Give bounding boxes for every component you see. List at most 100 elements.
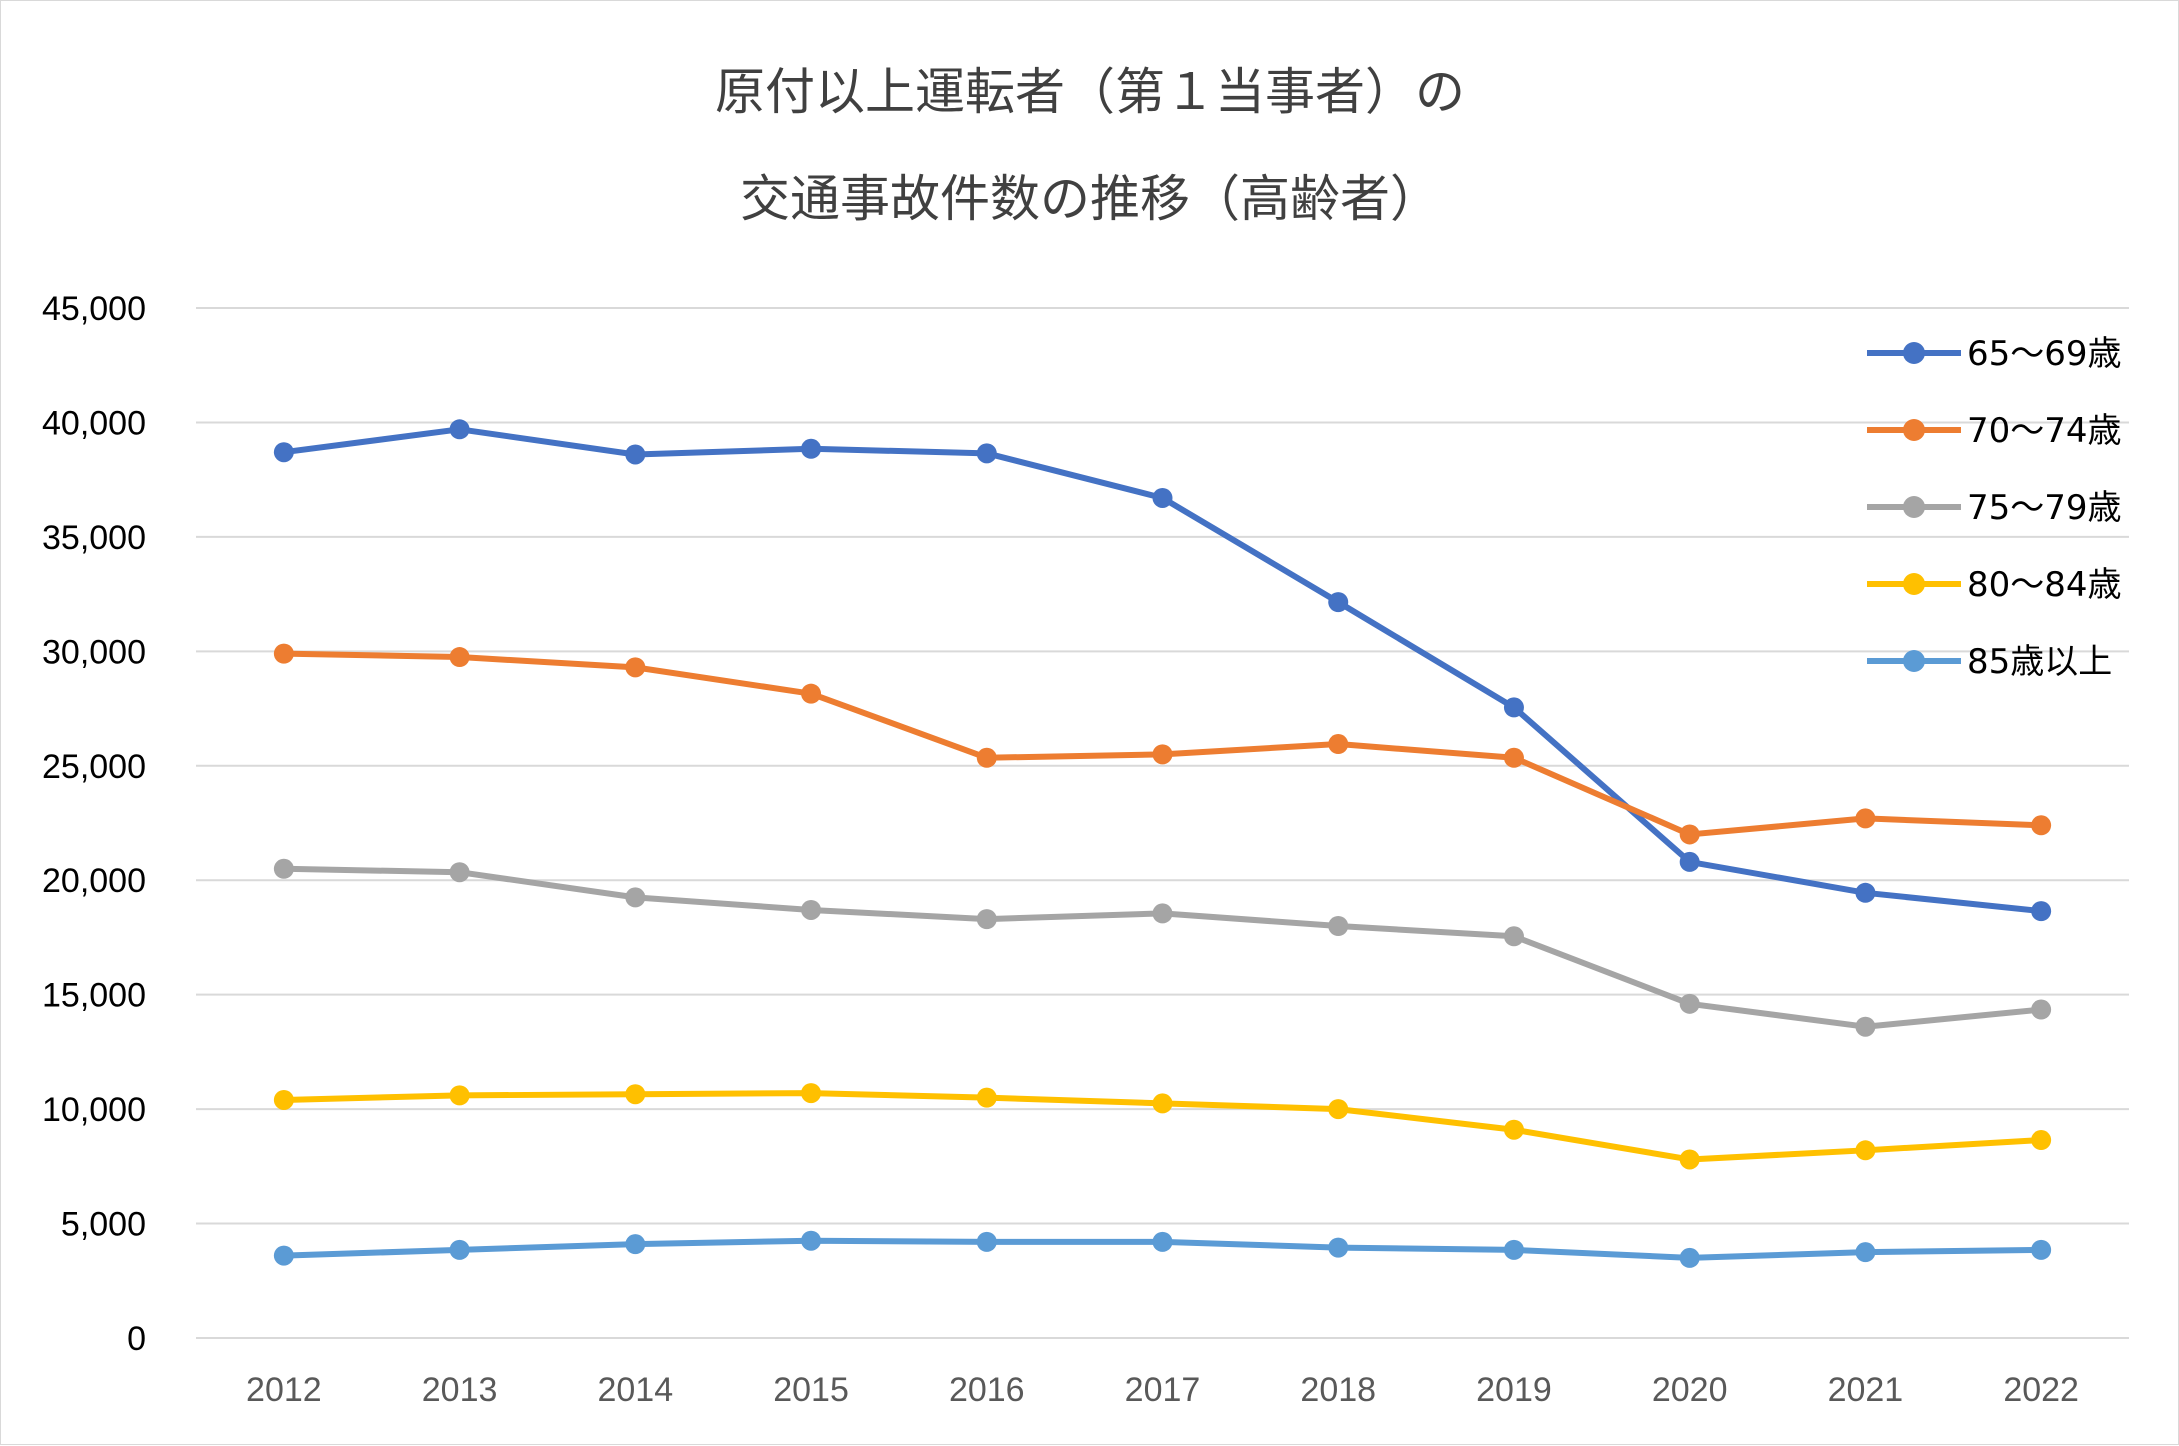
legend-marker <box>1903 650 1925 672</box>
legend: 65〜69歳 70〜74歳 75〜79歳 80〜84歳 85歳以上 <box>1867 334 2122 682</box>
data-point <box>1679 1149 1700 1170</box>
x-tick-label: 2018 <box>1300 1371 1376 1409</box>
data-point <box>2031 1130 2052 1151</box>
x-tick-label: 2015 <box>773 1371 849 1409</box>
chart-title-line-2: 交通事故件数の推移（高齢者） <box>740 170 1440 228</box>
legend-label: 85歳以上 <box>1967 642 2112 682</box>
data-point <box>1152 903 1173 924</box>
data-point <box>1152 1231 1173 1252</box>
legend-item: 65〜69歳 <box>1867 334 2122 374</box>
data-point <box>1503 1239 1524 1260</box>
y-tick-label: 0 <box>127 1320 146 1358</box>
series-4 <box>273 1083 2052 1170</box>
data-point <box>801 683 822 704</box>
series-1 <box>273 419 2052 922</box>
legend-item: 75〜79歳 <box>1867 488 2122 528</box>
legend-label: 75〜79歳 <box>1967 488 2122 528</box>
data-point <box>1679 824 1700 845</box>
data-point <box>2031 901 2052 922</box>
data-point <box>801 899 822 920</box>
data-point <box>625 657 646 678</box>
data-point <box>449 1085 470 1106</box>
data-point <box>976 747 997 768</box>
gridlines <box>196 307 2129 1339</box>
legend-marker <box>1903 496 1925 518</box>
x-tick-label: 2016 <box>949 1371 1025 1409</box>
x-axis-ticks: 2012 2013 2014 2015 2016 2017 2018 2019 2020 2021… <box>246 1371 2079 1409</box>
legend-marker <box>1903 419 1925 441</box>
data-point <box>1855 1242 1876 1263</box>
data-point <box>1679 851 1700 872</box>
x-tick-label: 2013 <box>422 1371 498 1409</box>
data-point <box>2031 999 2052 1020</box>
data-point <box>976 1087 997 1108</box>
legend-label: 70〜74歳 <box>1967 411 2122 451</box>
data-point <box>1152 487 1173 508</box>
data-point <box>801 438 822 459</box>
series-2 <box>273 643 2052 845</box>
data-point <box>625 887 646 908</box>
y-tick-label: 20,000 <box>42 862 146 900</box>
data-point <box>1152 1093 1173 1114</box>
x-tick-label: 2014 <box>597 1371 673 1409</box>
y-axis-ticks: 0 5,000 10,000 15,000 20,000 25,000 30,000 35,0… <box>42 290 146 1358</box>
legend-marker <box>1903 573 1925 595</box>
data-point <box>1152 744 1173 765</box>
data-point <box>1328 734 1349 755</box>
data-point <box>1679 1247 1700 1268</box>
data-point <box>976 1231 997 1252</box>
legend-item: 70〜74歳 <box>1867 411 2122 451</box>
data-point <box>273 1245 294 1266</box>
series-line <box>280 865 2045 1030</box>
data-point <box>1855 882 1876 903</box>
y-tick-label: 45,000 <box>42 290 146 328</box>
data-point <box>1328 1237 1349 1258</box>
data-point <box>273 643 294 664</box>
data-point <box>1855 1140 1876 1161</box>
data-point <box>273 442 294 463</box>
data-point <box>1328 1099 1349 1120</box>
chart-title-line-1: 原付以上運転者（第１当事者）の <box>715 63 1465 121</box>
data-point <box>1855 1016 1876 1037</box>
data-point <box>273 858 294 879</box>
data-point <box>1503 697 1524 718</box>
x-tick-label: 2021 <box>1828 1371 1904 1409</box>
data-point <box>449 1239 470 1260</box>
x-tick-label: 2019 <box>1476 1371 1552 1409</box>
data-point <box>801 1083 822 1104</box>
data-point <box>1328 916 1349 936</box>
data-point <box>1503 747 1524 768</box>
x-tick-label: 2017 <box>1125 1371 1201 1409</box>
legend-item: 80〜84歳 <box>1867 565 2122 605</box>
legend-item: 85歳以上 <box>1867 642 2112 682</box>
data-point <box>1328 592 1349 613</box>
legend-label: 80〜84歳 <box>1967 565 2122 605</box>
y-tick-label: 35,000 <box>42 519 146 557</box>
data-point <box>625 1084 646 1105</box>
y-tick-label: 15,000 <box>42 977 146 1015</box>
data-point <box>1679 993 1700 1014</box>
y-tick-label: 30,000 <box>42 633 146 671</box>
y-tick-label: 40,000 <box>42 404 146 442</box>
series-lines <box>273 419 2052 1268</box>
data-point <box>1503 1119 1524 1140</box>
data-point <box>2031 815 2052 836</box>
data-point <box>625 444 646 465</box>
x-tick-label: 2020 <box>1652 1371 1728 1409</box>
data-point <box>2031 1239 2052 1260</box>
x-tick-label: 2012 <box>246 1371 322 1409</box>
legend-label: 65〜69歳 <box>1967 334 2122 374</box>
data-point <box>449 419 470 440</box>
y-tick-label: 10,000 <box>42 1091 146 1129</box>
series-3 <box>273 858 2052 1037</box>
data-point <box>1855 808 1876 829</box>
data-point <box>449 647 470 668</box>
data-point <box>976 909 997 930</box>
x-tick-label: 2022 <box>2003 1371 2079 1409</box>
data-point <box>449 862 470 883</box>
legend-marker <box>1903 342 1925 364</box>
data-point <box>1503 926 1524 947</box>
data-point <box>625 1234 646 1255</box>
